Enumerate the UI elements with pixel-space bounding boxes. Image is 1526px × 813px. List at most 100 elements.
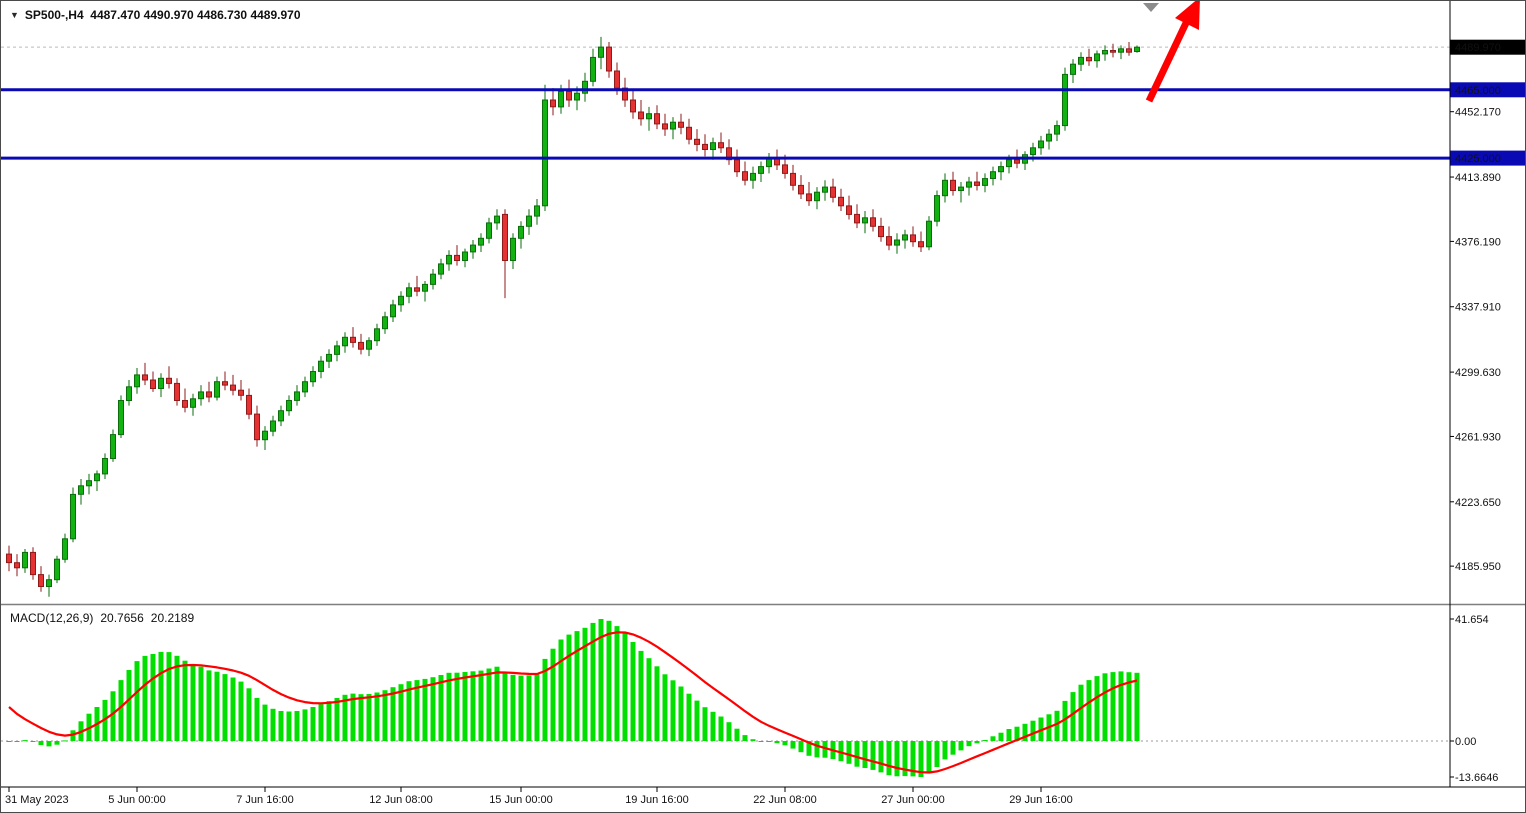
price-tick-label: 4413.890 <box>1455 172 1501 184</box>
macd-bar <box>678 686 684 741</box>
price-tick-label: 4299.630 <box>1455 367 1501 379</box>
candle-body <box>38 574 44 587</box>
time-tick-label: 5 Jun 00:00 <box>108 794 166 806</box>
macd-bar <box>1126 672 1132 741</box>
macd-bar <box>358 694 364 741</box>
candle-body <box>382 316 388 330</box>
macd-bar <box>806 741 812 756</box>
candle-body <box>6 553 12 564</box>
macd-bar <box>862 741 868 768</box>
candle-body <box>22 551 28 569</box>
candle-body <box>126 386 132 401</box>
macd-bar <box>46 741 52 747</box>
macd-bar <box>614 626 620 741</box>
macd-bar <box>286 711 292 741</box>
candle-body <box>46 579 52 588</box>
macd-bar <box>630 642 636 741</box>
candle-body <box>1086 56 1092 62</box>
level-price-badge <box>1450 82 1525 98</box>
macd-bar <box>158 651 164 741</box>
candle-body <box>678 121 684 128</box>
macd-bar <box>502 672 508 741</box>
macd-bar <box>182 660 188 741</box>
macd-bar <box>214 671 220 741</box>
macd-bar <box>590 622 596 741</box>
candle-body <box>422 283 428 292</box>
macd-bar <box>270 708 276 741</box>
candle-body <box>1062 73 1068 127</box>
time-axis[interactable] <box>1 787 1526 813</box>
candle-body <box>1102 50 1108 55</box>
macd-bar <box>6 741 12 742</box>
macd-bar <box>726 722 732 741</box>
candle-body <box>102 458 108 475</box>
macd-bar <box>438 675 444 741</box>
candle-body <box>670 121 676 130</box>
macd-bar <box>518 675 524 741</box>
candle-body <box>582 80 588 94</box>
candle-body <box>182 400 188 408</box>
candle-body <box>654 113 660 125</box>
candle-body <box>822 186 828 193</box>
macd-bar <box>950 741 956 755</box>
candle-body <box>550 99 556 108</box>
symbol-dropdown-icon[interactable]: ▼ <box>10 9 19 20</box>
candle-body <box>470 244 476 253</box>
candle-body <box>302 381 308 393</box>
candle-body <box>150 379 156 389</box>
candle-body <box>406 287 412 297</box>
candle-body <box>838 196 844 207</box>
candle-body <box>726 147 732 161</box>
candle-body <box>862 217 868 224</box>
candle-body <box>902 234 908 241</box>
candle-body <box>942 179 948 197</box>
candle-body <box>342 336 348 347</box>
candle-body <box>158 377 164 389</box>
macd-bar <box>334 698 340 741</box>
candle-body <box>278 410 284 422</box>
macd-bar <box>1118 671 1124 741</box>
macd-bar <box>350 693 356 741</box>
macd-label: MACD(12,26,9) <box>10 611 94 625</box>
trend-arrow[interactable] <box>1145 1 1200 103</box>
candle-body <box>926 220 932 248</box>
macd-bar <box>718 716 724 741</box>
macd-bar <box>1014 726 1020 741</box>
macd-bar <box>470 671 476 741</box>
macd-bar <box>1062 700 1068 741</box>
macd-bar <box>14 741 20 742</box>
chart-shift-marker[interactable] <box>1143 3 1159 12</box>
candle-body <box>438 263 444 275</box>
candle-body <box>262 430 268 441</box>
macd-bar <box>878 741 884 773</box>
macd-bar <box>782 741 788 746</box>
price-axis[interactable] <box>1450 1 1526 787</box>
time-tick-label: 31 May 2023 <box>5 794 69 806</box>
macd-bar <box>118 680 124 741</box>
candle-body <box>1134 46 1140 53</box>
macd-bar <box>942 741 948 760</box>
candle-body <box>974 181 980 186</box>
macd-bar <box>126 670 132 741</box>
candle-body <box>1126 48 1132 53</box>
macd-bar <box>302 709 308 741</box>
candle-body <box>1038 140 1044 149</box>
candle-body <box>918 241 924 248</box>
macd-bar <box>366 694 372 741</box>
macd-bar <box>174 655 180 741</box>
macd-bar <box>702 707 708 741</box>
level-price-badge-label: 4465.000 <box>1455 85 1501 97</box>
macd-bar <box>134 661 140 741</box>
candle-body <box>446 254 452 265</box>
macd-bar <box>654 666 660 741</box>
macd-bar <box>262 704 268 741</box>
macd-bar <box>814 741 820 758</box>
macd-bar <box>598 619 604 741</box>
symbol-header: ▼ SP500-,H4 4487.470 4490.970 4486.730 4… <box>10 8 301 22</box>
price-tick-label: 4261.930 <box>1455 431 1501 443</box>
macd-bar <box>246 688 252 741</box>
candle-body <box>374 328 380 342</box>
macd-bar <box>22 740 28 742</box>
candle-body <box>350 336 356 343</box>
candle-body <box>238 389 244 396</box>
